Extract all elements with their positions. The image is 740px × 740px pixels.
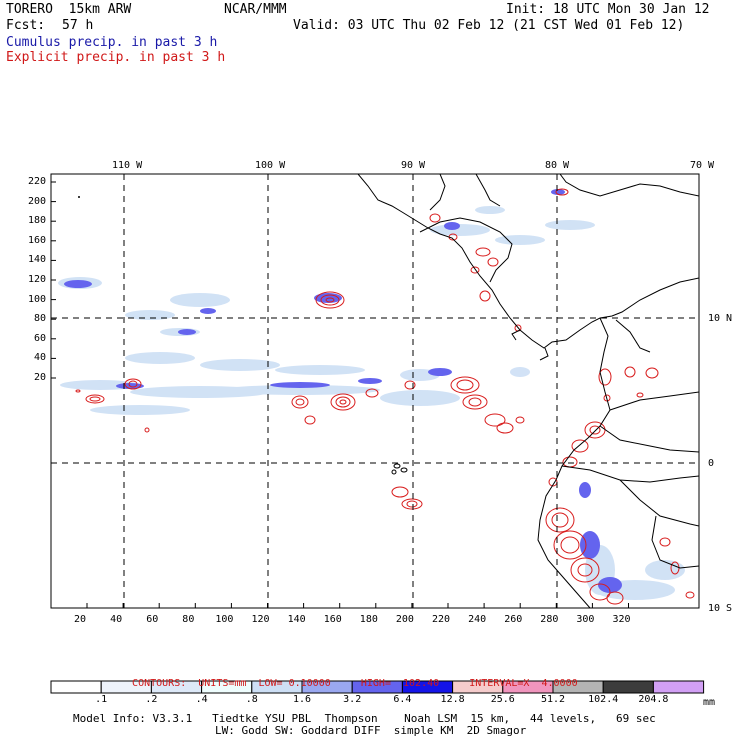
cumulus-cores (64, 189, 622, 593)
cumulus-field-label: Cumulus precip. in past 3 h (6, 35, 218, 50)
colorbar-swatch (652, 680, 705, 694)
left-axis-label: 60 (33, 332, 46, 344)
colorbar-label: 1.6 (292, 694, 312, 705)
colorbar-label: 25.6 (490, 694, 515, 705)
explicit-precip-contours (75, 188, 695, 605)
colorbar (50, 680, 705, 694)
colorbar-label: 12.8 (440, 694, 465, 705)
forecast-label: Fcst: (6, 18, 46, 33)
explicit-field-label: Explicit precip. in past 3 h (6, 50, 226, 65)
galapagos-islands (391, 463, 408, 475)
left-axis-label: 160 (27, 234, 46, 246)
left-axis-label: 140 (27, 254, 46, 266)
colorbar-label: .1 (95, 694, 108, 705)
left-axis-label: 120 (27, 274, 46, 285)
left-axis-label: 40 (33, 352, 46, 364)
init-time: Init: 18 UTC Mon 30 Jan 12 (506, 2, 710, 17)
graticule (51, 174, 699, 608)
coastlines (357, 174, 699, 608)
axis-ticks (51, 181, 629, 608)
contours-low: LOW= 0.10000 (258, 678, 331, 689)
right-axis-label: 10 N (708, 313, 733, 324)
plot-frame (50, 173, 700, 609)
bottom-axis-label: 160 (323, 614, 342, 625)
left-axis-label: 180 (27, 215, 46, 227)
colorbar-label: 51.2 (540, 694, 566, 705)
bottom-axis-label: 300 (576, 614, 595, 625)
left-axis-label: 80 (33, 313, 46, 325)
colorbar-label: 6.4 (393, 694, 412, 705)
top-axis-label: 70 W (690, 160, 715, 171)
bottom-axis-label: 100 (215, 614, 234, 625)
right-axis-label: 0 (708, 458, 715, 469)
bottom-axis-label: 180 (359, 614, 378, 625)
forecast-hour: 57 h (62, 18, 94, 33)
right-axis-label: 10 S (708, 603, 733, 614)
bottom-axis-label: 140 (287, 614, 306, 625)
colorbar-swatch (50, 680, 102, 694)
colorbar-label: 3.2 (343, 694, 362, 705)
colorbar-label: .4 (195, 694, 208, 705)
bottom-axis-label: 40 (110, 614, 123, 625)
left-axis-label: 200 (27, 195, 46, 207)
top-axis-label: 90 W (401, 160, 426, 171)
valid-time: Valid: 03 UTC Thu 02 Feb 12 (21 CST Wed … (293, 18, 685, 33)
colorbar-label: .8 (245, 694, 258, 705)
left-axis-label: 20 (33, 372, 46, 383)
top-axis-label: 100 W (255, 160, 286, 171)
contours-label: CONTOURS: (132, 678, 187, 689)
colorbar-swatch (602, 680, 654, 694)
bottom-axis-label: 60 (146, 614, 159, 625)
bottom-axis-label: 280 (540, 614, 559, 625)
contours-high: HIGH= 102.40 (360, 678, 440, 689)
model-info-line2: LW: Godd SW: Goddard DIFF simple KM 2D S… (215, 724, 527, 737)
bottom-axis-label: 260 (504, 614, 523, 625)
top-axis-label: 110 W (112, 160, 143, 171)
colorbar-label: .2 (145, 694, 158, 705)
bottom-axis-label: 20 (74, 614, 87, 625)
colorbar-label: 102.4 (588, 694, 619, 705)
top-axis-label: 80 W (545, 160, 570, 171)
contours-units: UNITS=mm (198, 678, 247, 689)
bottom-axis-label: 80 (182, 614, 195, 625)
model-info-line1: Model Info: V3.3.1 Tiedtke YSU PBL Thomp… (73, 712, 656, 725)
colorbar-unit: mm (703, 697, 716, 708)
bottom-axis-label: 240 (468, 614, 487, 625)
org-label: NCAR/MMM (224, 2, 287, 17)
left-axis-label: 220 (27, 176, 46, 187)
bottom-axis-label: 220 (432, 614, 451, 625)
bottom-axis-label: 120 (251, 614, 270, 625)
model-title: TORERO 15km ARW (6, 2, 132, 17)
left-axis-label: 100 (27, 293, 46, 305)
colorbar-label: 204.8 (638, 694, 669, 705)
contour-info: CONTOURS: UNITS=mm LOW= 0.10000 HIGH= 10… (120, 667, 578, 689)
bottom-axis-label: 320 (612, 614, 631, 625)
contours-interval: INTERVAL=X 4.0000 (469, 678, 578, 689)
bottom-axis-label: 200 (395, 614, 414, 625)
